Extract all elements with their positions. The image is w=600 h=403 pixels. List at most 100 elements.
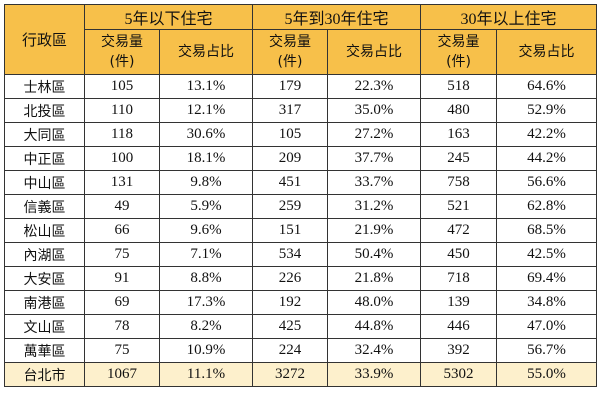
share-over-30-years: 44.2% bbox=[496, 146, 598, 171]
share-under-5-years: 8.8% bbox=[158, 266, 254, 291]
share-over-30-years: 62.8% bbox=[496, 194, 598, 219]
table-row: 松山區 66 9.6% 151 21.9% 472 68.5% bbox=[4, 218, 598, 243]
district-name: 大同區 bbox=[4, 122, 85, 147]
district-name: 萬華區 bbox=[4, 338, 85, 363]
share-over-30-years: 42.5% bbox=[496, 242, 598, 267]
share-5-to-30-years: 44.8% bbox=[327, 314, 422, 339]
district-name: 文山區 bbox=[4, 314, 85, 339]
group-header-over-30-years: 30年以上住宅 bbox=[420, 4, 598, 30]
volume-header: 交易量 (件) bbox=[420, 29, 498, 75]
volume-over-30-years: 245 bbox=[420, 146, 498, 171]
volume-over-30-years: 758 bbox=[420, 170, 498, 195]
share-header: 交易占比 bbox=[327, 29, 422, 75]
volume-5-to-30-years: 151 bbox=[252, 218, 329, 243]
volume-over-30-years: 718 bbox=[420, 266, 498, 291]
volume-5-to-30-years: 226 bbox=[252, 266, 329, 291]
volume-over-30-years: 472 bbox=[420, 218, 498, 243]
volume-under-5-years: 49 bbox=[84, 194, 160, 219]
volume-under-5-years: 69 bbox=[84, 290, 160, 315]
district-name: 南港區 bbox=[4, 290, 85, 315]
header-row-metrics: 交易量 (件) 交易占比 交易量 (件) 交易占比 交易量 (件) 交易占比 bbox=[5, 29, 598, 75]
volume-under-5-years: 75 bbox=[84, 242, 160, 267]
district-name: 士林區 bbox=[4, 74, 85, 99]
district-name: 中正區 bbox=[4, 146, 85, 171]
volume-header-line2: (件) bbox=[277, 54, 303, 70]
share-under-5-years: 5.9% bbox=[158, 194, 254, 219]
share-under-5-years: 10.9% bbox=[158, 338, 254, 363]
volume-5-to-30-years: 451 bbox=[252, 170, 329, 195]
share-5-to-30-years: 21.9% bbox=[327, 218, 422, 243]
volume-over-30-years: 139 bbox=[420, 290, 498, 315]
table-row: 大安區 91 8.8% 226 21.8% 718 69.4% bbox=[4, 266, 598, 291]
volume-5-to-30-years: 105 bbox=[252, 122, 329, 147]
share-under-5-years: 9.8% bbox=[158, 170, 254, 195]
table-row: 中正區 100 18.1% 209 37.7% 245 44.2% bbox=[4, 146, 598, 171]
volume-over-30-years: 5302 bbox=[420, 362, 498, 387]
share-header: 交易占比 bbox=[158, 29, 254, 75]
share-over-30-years: 56.6% bbox=[496, 170, 598, 195]
housing-transaction-table: 行政區 5年以下住宅 5年到30年住宅 30年以上住宅 交易量 (件) 交易占比 … bbox=[4, 4, 598, 387]
share-under-5-years: 18.1% bbox=[158, 146, 254, 171]
volume-5-to-30-years: 179 bbox=[252, 74, 329, 99]
table-row: 士林區 105 13.1% 179 22.3% 518 64.6% bbox=[4, 74, 598, 99]
group-header-under-5-years: 5年以下住宅 bbox=[83, 4, 254, 30]
district-name: 信義區 bbox=[4, 194, 85, 219]
share-over-30-years: 69.4% bbox=[496, 266, 598, 291]
volume-over-30-years: 518 bbox=[420, 74, 498, 99]
share-5-to-30-years: 31.2% bbox=[327, 194, 422, 219]
table-row: 文山區 78 8.2% 425 44.8% 446 47.0% bbox=[4, 314, 598, 339]
volume-header-line1: 交易量 bbox=[437, 34, 480, 50]
volume-header: 交易量 (件) bbox=[84, 29, 160, 75]
volume-over-30-years: 480 bbox=[420, 98, 498, 123]
table-row: 內湖區 75 7.1% 534 50.4% 450 42.5% bbox=[4, 242, 598, 267]
table-row: 萬華區 75 10.9% 224 32.4% 392 56.7% bbox=[4, 338, 598, 363]
volume-over-30-years: 163 bbox=[420, 122, 498, 147]
volume-under-5-years: 100 bbox=[84, 146, 160, 171]
volume-5-to-30-years: 259 bbox=[252, 194, 329, 219]
volume-5-to-30-years: 534 bbox=[252, 242, 329, 267]
volume-header-line1: 交易量 bbox=[269, 34, 312, 50]
volume-under-5-years: 110 bbox=[84, 98, 160, 123]
volume-under-5-years: 131 bbox=[84, 170, 160, 195]
volume-under-5-years: 78 bbox=[84, 314, 160, 339]
volume-over-30-years: 450 bbox=[420, 242, 498, 267]
total-row: 台北市 1067 11.1% 3272 33.9% 5302 55.0% bbox=[4, 362, 598, 387]
share-under-5-years: 12.1% bbox=[158, 98, 254, 123]
share-under-5-years: 8.2% bbox=[158, 314, 254, 339]
volume-5-to-30-years: 192 bbox=[252, 290, 329, 315]
district-name: 大安區 bbox=[4, 266, 85, 291]
volume-under-5-years: 105 bbox=[84, 74, 160, 99]
table-row: 南港區 69 17.3% 192 48.0% 139 34.8% bbox=[4, 290, 598, 315]
volume-over-30-years: 392 bbox=[420, 338, 498, 363]
district-name: 松山區 bbox=[4, 218, 85, 243]
volume-over-30-years: 521 bbox=[420, 194, 498, 219]
share-under-5-years: 9.6% bbox=[158, 218, 254, 243]
share-header: 交易占比 bbox=[496, 29, 598, 75]
table-header: 行政區 5年以下住宅 5年到30年住宅 30年以上住宅 交易量 (件) 交易占比 … bbox=[4, 4, 598, 75]
table-row: 大同區 118 30.6% 105 27.2% 163 42.2% bbox=[4, 122, 598, 147]
header-row-groups: 行政區 5年以下住宅 5年到30年住宅 30年以上住宅 bbox=[4, 4, 598, 75]
share-5-to-30-years: 50.4% bbox=[327, 242, 422, 267]
share-over-30-years: 56.7% bbox=[496, 338, 598, 363]
volume-header: 交易量 (件) bbox=[252, 29, 329, 75]
table-row: 北投區 110 12.1% 317 35.0% 480 52.9% bbox=[4, 98, 598, 123]
table-body: 士林區 105 13.1% 179 22.3% 518 64.6% 北投區 110 12.1% 31… bbox=[4, 74, 598, 387]
volume-under-5-years: 75 bbox=[84, 338, 160, 363]
share-under-5-years: 30.6% bbox=[158, 122, 254, 147]
share-over-30-years: 34.8% bbox=[496, 290, 598, 315]
district-name: 台北市 bbox=[4, 362, 85, 387]
volume-5-to-30-years: 317 bbox=[252, 98, 329, 123]
share-5-to-30-years: 27.2% bbox=[327, 122, 422, 147]
share-under-5-years: 17.3% bbox=[158, 290, 254, 315]
table-row: 信義區 49 5.9% 259 31.2% 521 62.8% bbox=[4, 194, 598, 219]
volume-under-5-years: 91 bbox=[84, 266, 160, 291]
share-5-to-30-years: 32.4% bbox=[327, 338, 422, 363]
share-under-5-years: 11.1% bbox=[158, 362, 254, 387]
share-5-to-30-years: 37.7% bbox=[327, 146, 422, 171]
share-over-30-years: 52.9% bbox=[496, 98, 598, 123]
share-under-5-years: 7.1% bbox=[158, 242, 254, 267]
share-5-to-30-years: 33.9% bbox=[327, 362, 422, 387]
volume-5-to-30-years: 209 bbox=[252, 146, 329, 171]
volume-over-30-years: 446 bbox=[420, 314, 498, 339]
volume-5-to-30-years: 224 bbox=[252, 338, 329, 363]
